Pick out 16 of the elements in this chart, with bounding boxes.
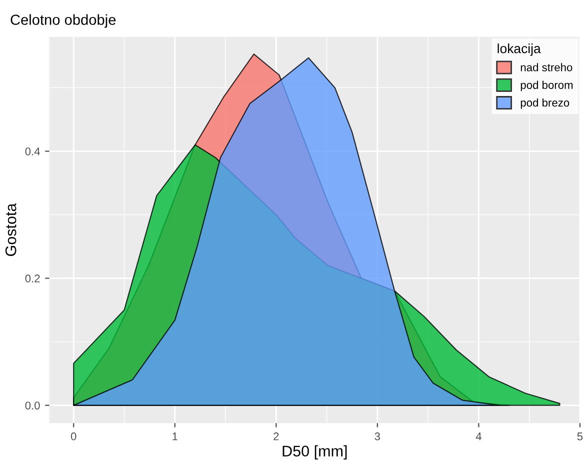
x-tick-label: 3 bbox=[374, 432, 380, 440]
y-axis-title: Gostota bbox=[5, 203, 16, 256]
legend-title: lokacija bbox=[498, 44, 541, 56]
x-tick-label: 0 bbox=[70, 432, 76, 440]
x-axis-title: D50 [mm] bbox=[282, 445, 347, 460]
legend-label: pod brezo bbox=[520, 98, 570, 109]
x-tick-label: 1 bbox=[172, 432, 178, 440]
chart-title: Celotno obdobje bbox=[10, 14, 116, 28]
x-tick-label: 2 bbox=[274, 432, 279, 440]
y-tick-label: 0.0 bbox=[25, 402, 40, 410]
y-tick-label: 0.4 bbox=[25, 148, 40, 156]
x-tick-label: 5 bbox=[577, 432, 583, 440]
legend-label: nad streho bbox=[520, 63, 572, 72]
legend-label: pod borom bbox=[520, 80, 573, 92]
x-tick-label: 4 bbox=[476, 432, 482, 440]
y-tick-label: 0.2 bbox=[25, 274, 40, 282]
